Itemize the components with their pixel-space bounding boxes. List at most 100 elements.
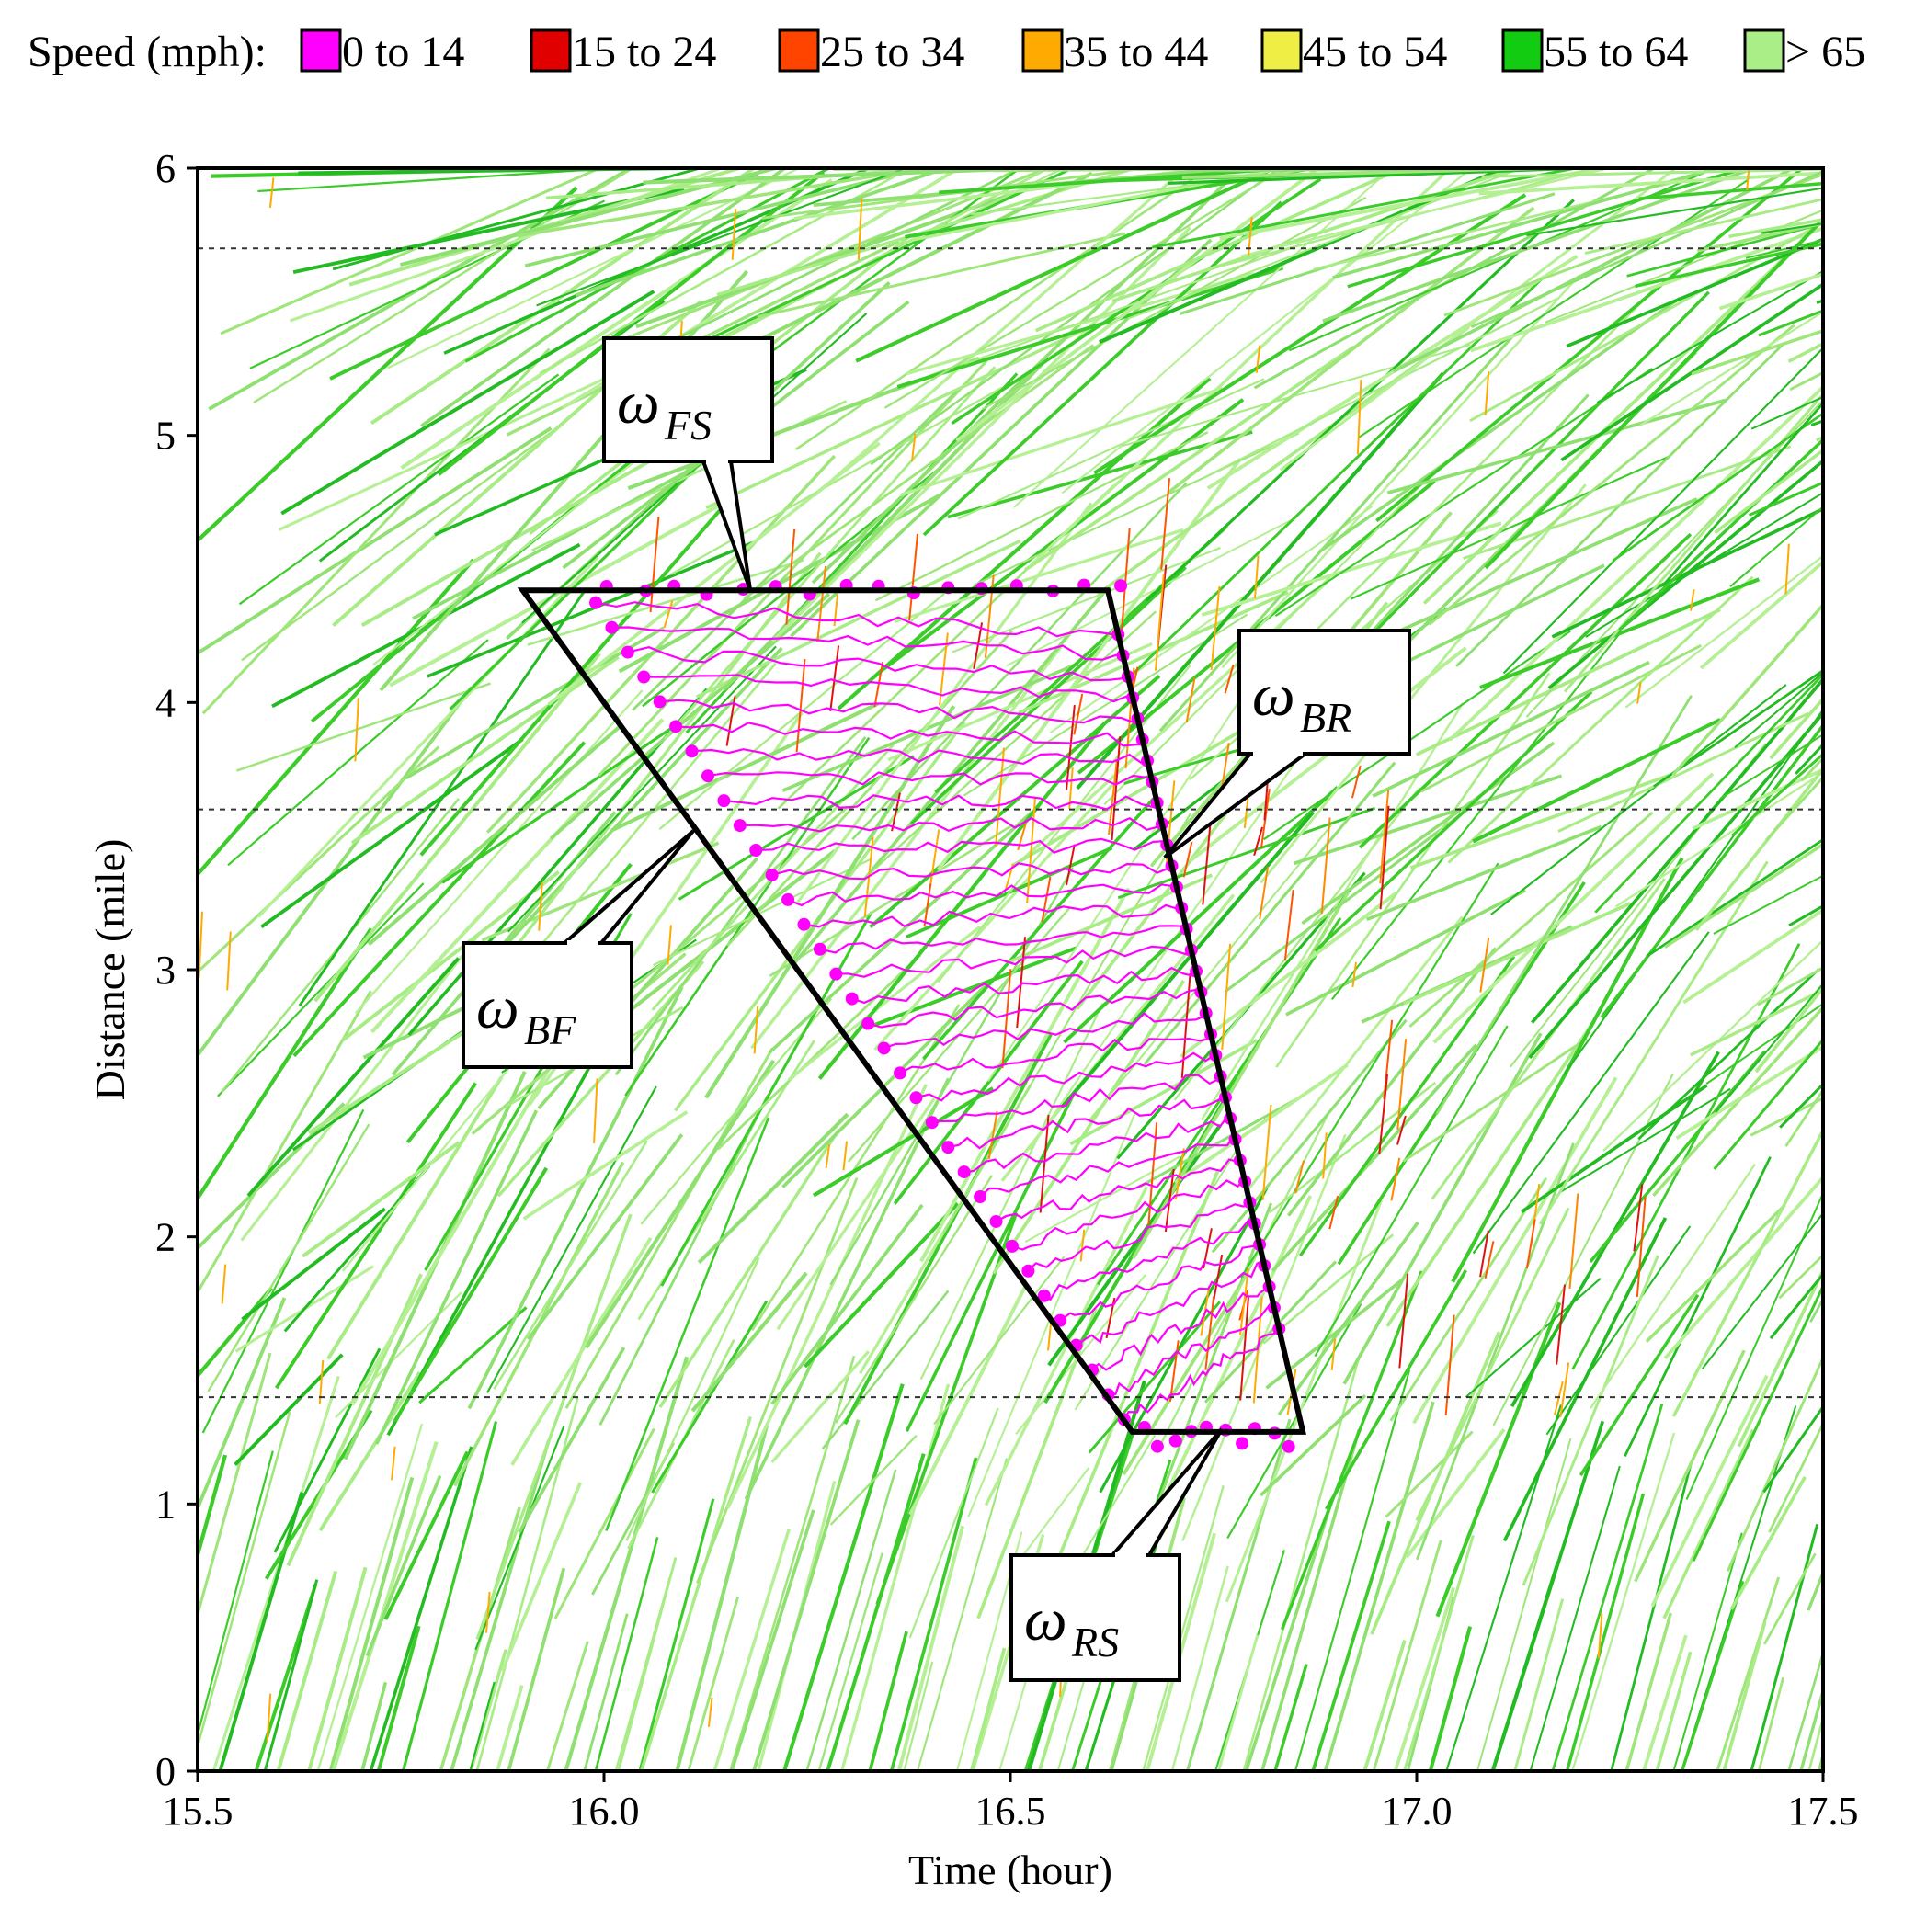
trajectory-segment xyxy=(474,1425,565,1651)
trajectory-segment xyxy=(341,1029,541,1272)
trajectory-segment xyxy=(1137,1095,1302,1188)
queued-trajectory xyxy=(819,925,1188,954)
trajectory-segment xyxy=(1365,824,1602,922)
legend-title: Speed (mph): xyxy=(28,28,267,76)
slow-trajectory-segment xyxy=(1444,1314,1455,1415)
slow-trajectory-segment xyxy=(391,1446,396,1481)
stop-point xyxy=(845,992,859,1006)
trajectory-segment xyxy=(1886,1208,1915,1471)
trajectory-segment xyxy=(211,1375,340,1771)
slow-trajectory-segment xyxy=(1079,1229,1086,1262)
callout-subscript: RS xyxy=(1071,1619,1119,1665)
trajectory-segment xyxy=(1602,940,1823,1152)
trajectory-segment xyxy=(1865,168,1915,197)
trajectory-segment xyxy=(1263,630,1571,841)
trajectory-segment xyxy=(1314,1025,1509,1358)
slow-trajectory-segment xyxy=(538,881,543,931)
trajectory-segment xyxy=(1260,483,1587,884)
trajectory-segment xyxy=(369,1446,473,1771)
slow-trajectory-segment xyxy=(1484,371,1490,415)
trajectory-segment xyxy=(241,423,563,662)
slow-trajectory-segment xyxy=(1294,1160,1305,1194)
stop-point xyxy=(765,868,779,881)
trajectory-segment xyxy=(1857,1490,1915,1597)
trajectory-segment xyxy=(207,1123,370,1392)
queued-trajectory xyxy=(676,722,1145,747)
trajectory-segment xyxy=(969,1647,1007,1771)
trajectory-segment xyxy=(1428,1626,1473,1771)
slow-trajectory-segment xyxy=(354,698,359,762)
trajectory-segment xyxy=(1476,1438,1572,1771)
slow-trajectory-segment xyxy=(1379,805,1390,910)
trajectory-segment xyxy=(365,1474,442,1657)
trajectory-segment xyxy=(1047,1168,1220,1583)
legend-swatch xyxy=(1260,28,1303,73)
trajectory-segment xyxy=(1463,445,1792,560)
trajectory-segment xyxy=(1836,1038,1915,1164)
y-tick-label: 1 xyxy=(155,1482,176,1527)
trajectory-segment xyxy=(1719,733,1823,800)
trajectory-segment xyxy=(220,168,600,335)
trajectory-segment xyxy=(614,1576,671,1771)
trajectory-segment xyxy=(450,1439,551,1771)
trajectory-segment xyxy=(198,186,578,543)
trajectory-segment xyxy=(1173,1063,1349,1185)
trajectory-segment xyxy=(469,1681,496,1771)
trajectory-segment xyxy=(1661,401,1823,587)
queued-trajectory xyxy=(836,945,1193,978)
trajectory-segment xyxy=(254,1584,318,1771)
trajectory-segment xyxy=(263,1579,319,1771)
trajectory-segment xyxy=(553,1427,655,1619)
trajectory-segment xyxy=(909,565,1187,825)
queued-trajectory xyxy=(707,771,1151,786)
trajectory-segment xyxy=(1244,1503,1333,1771)
trajectory-segment xyxy=(1470,226,1823,353)
slow-trajectory-segment xyxy=(1239,1295,1250,1401)
slow-trajectory-segment xyxy=(973,622,984,669)
trajectory-segment xyxy=(1898,511,1915,697)
trajectory-segment xyxy=(1681,1580,1745,1771)
queued-trajectory xyxy=(963,1113,1231,1174)
slow-trajectory-segment xyxy=(1039,1114,1050,1213)
slow-trajectory-segment xyxy=(1379,790,1390,884)
trajectory-segment xyxy=(393,1166,549,1423)
queued-trajectory xyxy=(724,794,1157,811)
slow-trajectory-segment xyxy=(908,533,918,621)
slow-trajectory-segment xyxy=(725,696,736,746)
trajectory-segment xyxy=(585,1059,776,1349)
callout-symbol: ω xyxy=(617,369,660,437)
slow-trajectory-segment xyxy=(1479,1230,1489,1278)
stop-point xyxy=(894,1066,907,1080)
trajectory-segment xyxy=(564,1356,690,1771)
trajectory-segment xyxy=(517,168,921,238)
trajectory-segment xyxy=(355,689,644,1014)
stop-point xyxy=(813,942,826,956)
trajectory-segment xyxy=(1323,1401,1435,1771)
trajectory-segment xyxy=(507,645,777,933)
queued-trajectory xyxy=(1123,1325,1279,1420)
trajectory-segment xyxy=(1157,1114,1329,1450)
trajectory-segment xyxy=(1757,966,1823,1006)
x-axis-ticks: 15.5 16.0 16.5 17.0 17.5 xyxy=(163,1771,1859,1834)
trajectory-segment xyxy=(1285,888,1526,1017)
legend-label: 35 to 44 xyxy=(1064,28,1208,76)
slow-trajectory-segment xyxy=(1484,1241,1495,1279)
trajectory-segment xyxy=(500,1482,582,1672)
trajectory-segment xyxy=(1675,1044,1823,1141)
y-axis-ticks: 0 1 2 3 4 5 6 xyxy=(155,146,198,1794)
trajectory-segment xyxy=(771,226,1191,642)
trajectory-segment xyxy=(1375,168,1804,523)
trajectory-segment xyxy=(1180,891,1398,1059)
trajectory-segment xyxy=(1152,168,1577,249)
trajectory-segment xyxy=(360,443,678,628)
trajectory-segment xyxy=(257,168,614,193)
trajectory-segment xyxy=(1385,1430,1474,1518)
trajectory-segment xyxy=(933,1256,1066,1426)
stop-point xyxy=(909,1091,923,1105)
trajectory-segment xyxy=(705,327,1087,510)
slow-trajectory-segment xyxy=(1239,1267,1249,1336)
trajectory-segment xyxy=(1513,1598,1565,1771)
trajectory-segment xyxy=(1142,1484,1225,1771)
trajectory-segment xyxy=(1882,971,1915,1058)
trajectory-segment xyxy=(1274,368,1653,618)
